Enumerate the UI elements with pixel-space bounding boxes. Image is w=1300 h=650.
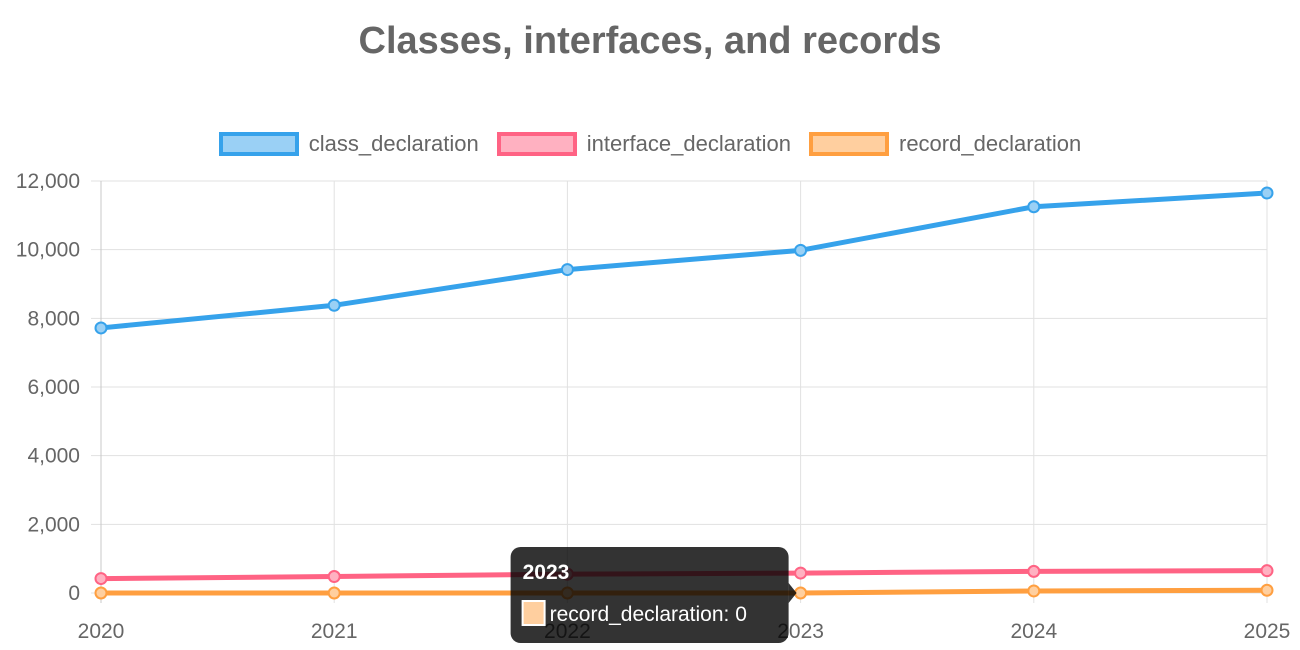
tooltip: 2023 record_declaration: 0: [510, 547, 797, 643]
y-tick-label: 12,000: [16, 170, 80, 193]
y-tick-label: 0: [68, 582, 80, 605]
data-point-record-declaration: [94, 586, 108, 600]
y-tick-label: 10,000: [16, 239, 80, 262]
x-tick-label: 2021: [311, 620, 358, 643]
data-point-record-declaration: [794, 586, 808, 600]
data-point-class-declaration: [327, 298, 341, 312]
series-lines: [94, 186, 1274, 600]
data-point-class-declaration: [794, 243, 808, 257]
tooltip-title: 2023: [523, 561, 570, 584]
series-line-class-declaration: [98, 190, 1270, 331]
chart-legend: class_declaration interface_declaration …: [0, 131, 1300, 157]
data-point-class-declaration: [560, 263, 574, 277]
data-point-interface-declaration: [327, 570, 341, 584]
data-point-interface-declaration: [94, 572, 108, 586]
y-tick-label: 6,000: [27, 376, 80, 399]
grid: [91, 180, 1268, 603]
legend-swatch-record-declaration: [809, 132, 889, 156]
data-point-record-declaration: [1260, 583, 1274, 597]
data-point-interface-declaration: [794, 566, 808, 580]
y-tick-label: 8,000: [27, 307, 80, 330]
data-point-class-declaration: [1260, 186, 1274, 200]
x-tick-label: 2020: [78, 620, 125, 643]
tooltip-label: record_declaration: 0: [550, 603, 747, 626]
y-tick-label: 2,000: [27, 513, 80, 536]
legend-item-interface-declaration[interactable]: interface_declaration: [496, 131, 791, 157]
tooltip-swatch: [521, 600, 546, 626]
legend-label-class-declaration: class_declaration: [308, 131, 479, 156]
legend-item-record-declaration[interactable]: record_declaration: [809, 131, 1081, 157]
x-tick-label: 2025: [1244, 620, 1291, 643]
legend-swatch-class-declaration: [218, 132, 299, 156]
x-tick-label: 2023: [777, 620, 824, 643]
data-point-class-declaration: [1027, 200, 1041, 214]
legend-label-record-declaration: record_declaration: [899, 131, 1082, 156]
legend-label-interface-declaration: interface_declaration: [586, 131, 791, 156]
chart-title: Classes, interfaces, and records: [358, 20, 942, 62]
x-tick-label: 2024: [1010, 620, 1057, 643]
data-point-record-declaration: [327, 586, 341, 600]
data-point-record-declaration: [1027, 584, 1041, 598]
legend-item-class-declaration[interactable]: class_declaration: [218, 131, 479, 157]
data-point-class-declaration: [94, 321, 108, 335]
data-point-interface-declaration: [1260, 564, 1274, 578]
tooltip-caret: [788, 583, 797, 603]
axes: 0 2,000 4,000 6,000 8,000 10,000 12,000 2020 202…: [16, 170, 1291, 643]
tooltip-box: [510, 547, 789, 643]
legend-swatch-interface-declaration: [496, 132, 577, 156]
data-point-interface-declaration: [1027, 564, 1041, 578]
y-tick-label: 4,000: [27, 445, 80, 468]
